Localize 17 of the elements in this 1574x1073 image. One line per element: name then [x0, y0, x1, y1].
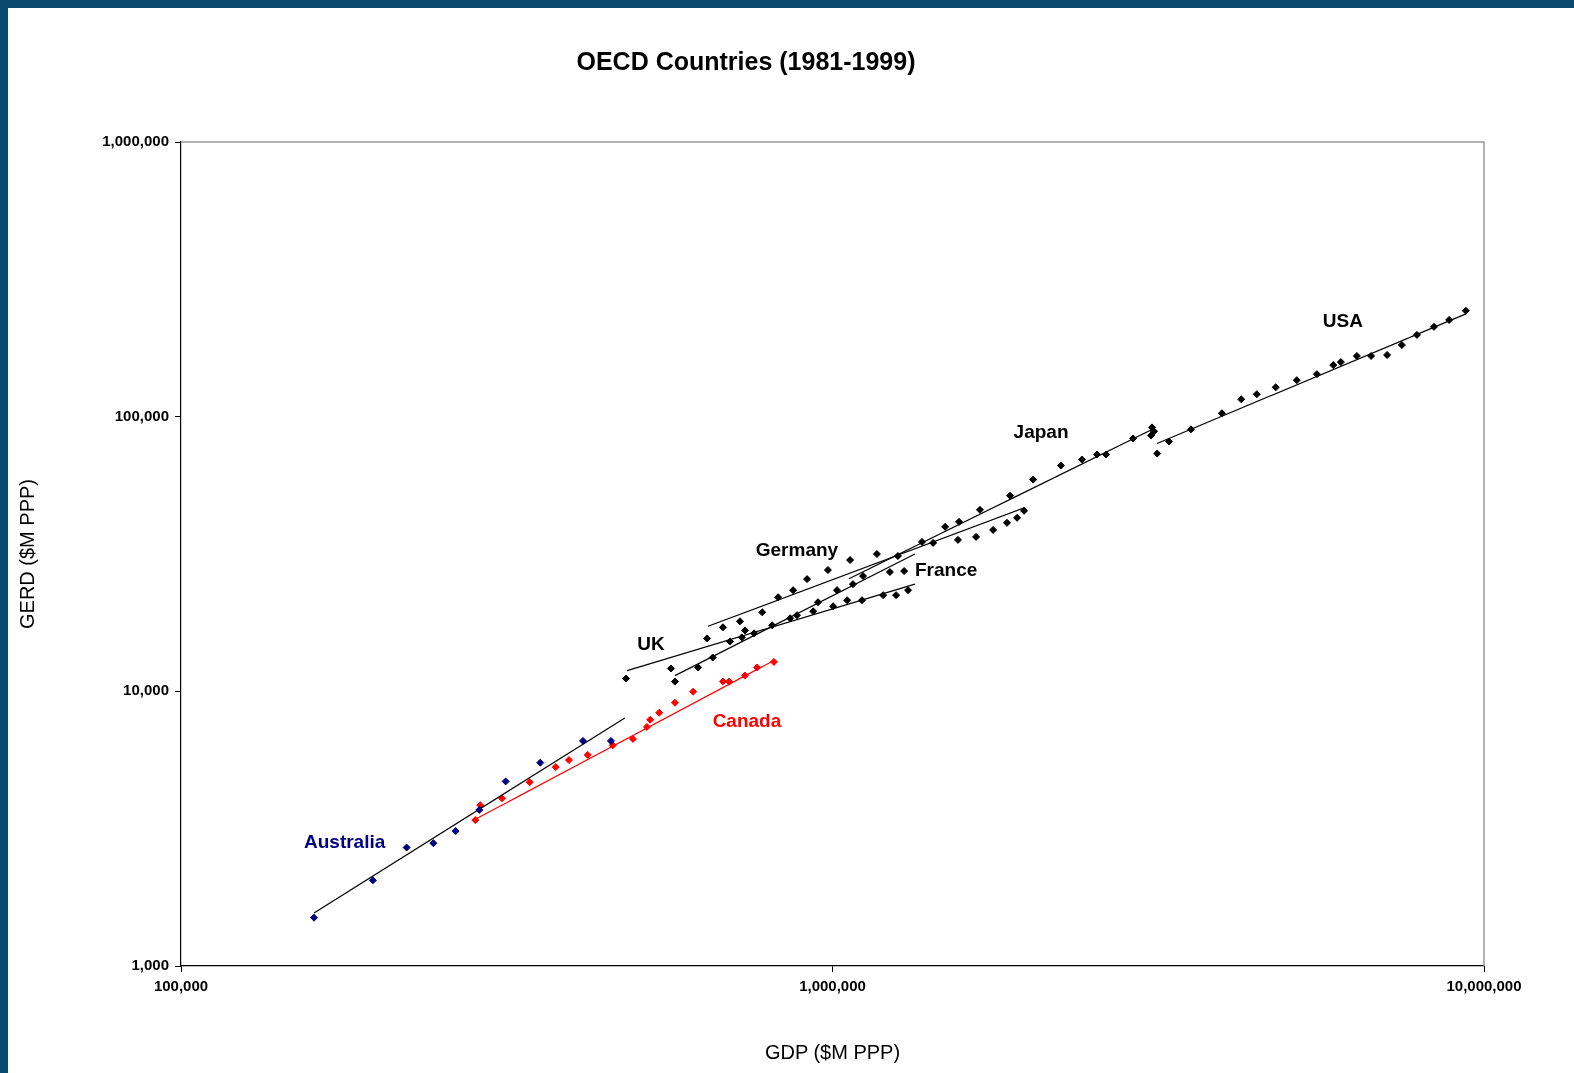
series-label: Australia	[303, 830, 386, 852]
x-tick-label: 10,000,000	[1446, 977, 1522, 995]
y-tick-label: 10,000	[123, 681, 169, 699]
series-label: USA	[1322, 310, 1364, 332]
series-label: Japan	[1013, 420, 1069, 442]
y-tick-label: 100,000	[114, 406, 169, 424]
series-label: UK	[637, 632, 665, 654]
chart-title: OECD Countries (1981-1999)	[576, 46, 916, 75]
x-axis-title: GDP ($M PPP)	[764, 1040, 901, 1063]
series-label: Germany	[755, 539, 839, 561]
x-tick-label: 1,000,000	[799, 977, 866, 995]
series-label: France	[914, 559, 978, 581]
series-label: Canada	[712, 709, 782, 731]
y-tick-label: 1,000,000	[102, 132, 169, 150]
y-tick-label: 1,000	[131, 956, 169, 974]
y-axis-title: GERD ($M PPP)	[15, 478, 38, 630]
x-tick-label: 100,000	[153, 977, 209, 995]
